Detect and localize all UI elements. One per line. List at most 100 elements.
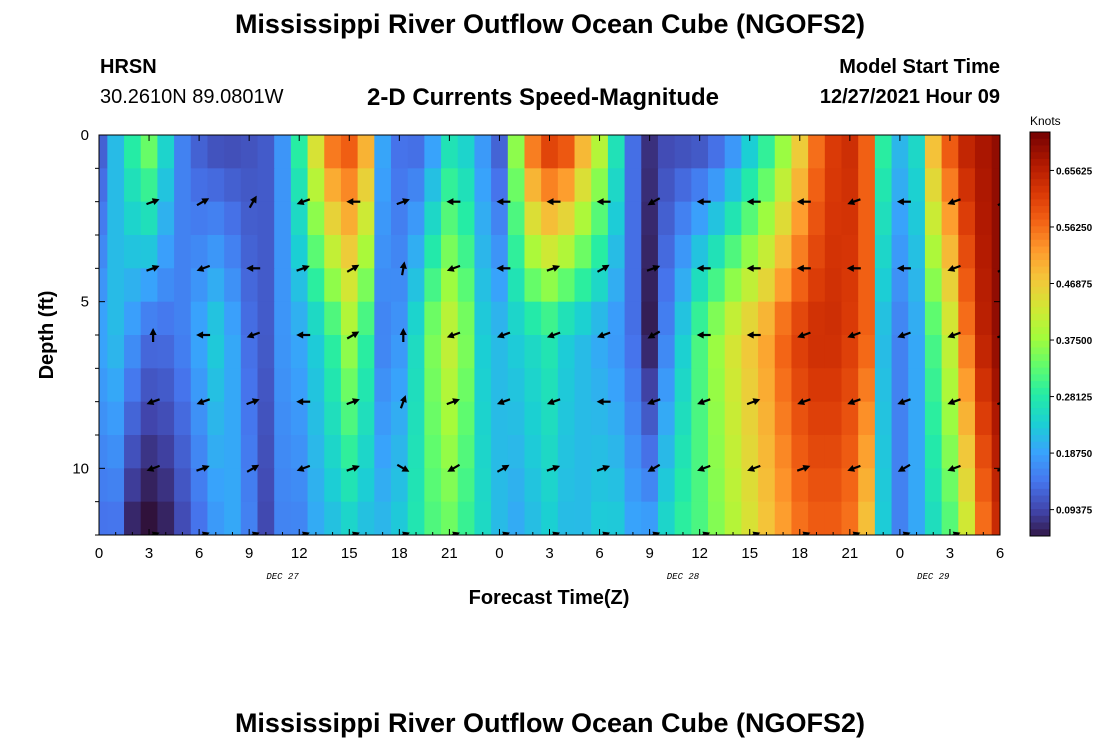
heatmap-cell <box>741 401 759 436</box>
heatmap-cell <box>441 201 459 236</box>
heatmap-cell <box>841 268 859 303</box>
heatmap-cell <box>207 335 225 369</box>
heatmap-cell <box>791 468 809 503</box>
heatmap-cell <box>107 268 125 303</box>
current-arrow <box>596 264 610 273</box>
heatmap-cell <box>441 435 459 469</box>
heatmap-cell <box>758 135 776 169</box>
heatmap-cell <box>774 168 793 203</box>
x-tick-label: 21 <box>841 545 858 562</box>
heatmap-cell <box>174 235 192 269</box>
heatmap-cell <box>774 435 793 469</box>
current-arrow <box>600 531 611 535</box>
heatmap-cell <box>491 468 509 503</box>
heatmap-cell <box>974 401 993 436</box>
heatmap-cell <box>891 501 909 535</box>
heatmap-cell <box>791 501 809 535</box>
heatmap-cell <box>591 468 609 503</box>
heatmap-cell <box>824 501 843 535</box>
colorbar-segment <box>1030 475 1050 483</box>
current-arrow <box>947 198 961 205</box>
heatmap-cell <box>541 501 559 535</box>
heatmap-cell <box>124 235 142 269</box>
heatmap-cell <box>140 335 158 369</box>
heatmap-cell <box>307 368 325 403</box>
heatmap-cell <box>324 201 342 236</box>
heatmap-cell <box>157 468 175 503</box>
heatmap-cell <box>674 335 692 369</box>
heatmap-cell <box>557 435 576 469</box>
current-arrow <box>346 398 360 406</box>
heatmap-cell <box>758 401 776 436</box>
heatmap-cell <box>424 401 442 436</box>
heatmap-cell <box>474 335 492 369</box>
heatmap-cell <box>290 301 309 336</box>
heatmap-cell <box>574 468 592 503</box>
heatmap-cell <box>190 235 209 269</box>
heatmap-cell <box>624 201 642 236</box>
axes: 0 3 6 9 12 15 18 21 0 3 6 9 12 15 18 21 0 3 6 DEC 27 DEC 28 D… <box>72 127 1004 582</box>
current-arrow <box>346 331 360 340</box>
heatmap-cell <box>908 501 926 535</box>
current-arrow <box>750 531 761 535</box>
heatmap-cell <box>507 501 526 535</box>
model-start-value: 12/27/2021 Hour 09 <box>819 86 1000 108</box>
heatmap-cell <box>441 468 459 503</box>
heatmap-cell <box>374 168 392 203</box>
colorbar-tick-label: 0.56250 <box>1056 223 1093 234</box>
heatmap-cell <box>891 401 909 436</box>
heatmap-cell <box>557 235 576 269</box>
colorbar-segment <box>1030 529 1050 537</box>
current-arrow <box>399 395 407 409</box>
heatmap-cell <box>824 468 843 503</box>
heatmap-cell <box>774 201 793 236</box>
date-label: DEC 27 <box>266 572 299 582</box>
heatmap-cell <box>441 301 459 336</box>
colorbar-segment <box>1030 280 1050 288</box>
heatmap-cell <box>290 235 309 269</box>
colorbar-segment <box>1030 132 1050 140</box>
heatmap-cell <box>140 468 158 503</box>
colorbar-segment <box>1030 509 1050 517</box>
date-label: DEC 28 <box>667 572 700 582</box>
heatmap-cell <box>190 301 209 336</box>
heatmap-cell <box>324 468 342 503</box>
heatmap-cell <box>374 501 392 535</box>
heatmap-cell <box>624 335 642 369</box>
colorbar-segment <box>1030 381 1050 389</box>
heatmap-cell <box>574 335 592 369</box>
colorbar-segment <box>1030 394 1050 402</box>
heatmap-cell <box>691 301 709 336</box>
colorbar-segment <box>1030 219 1050 227</box>
heatmap-cell <box>307 468 325 503</box>
heatmap-cell <box>758 335 776 369</box>
heatmap-cell <box>257 235 275 269</box>
heatmap-cell <box>624 368 642 403</box>
heatmap-cell <box>708 201 726 236</box>
heatmap-cell <box>274 235 292 269</box>
heatmap-cell <box>290 401 309 436</box>
heatmap-cell <box>841 368 859 403</box>
heatmap-cell <box>124 301 142 336</box>
heatmap-cell <box>99 168 108 203</box>
heatmap-cell <box>99 368 108 403</box>
heatmap-cell <box>240 368 259 403</box>
heatmap-cell <box>207 401 225 436</box>
heatmap-cell <box>441 368 459 403</box>
heatmap-cell <box>891 168 909 203</box>
heatmap-cell <box>841 335 859 369</box>
heatmap-cell <box>557 335 576 369</box>
heatmap-cell <box>691 235 709 269</box>
heatmap-cell <box>324 335 342 369</box>
current-arrow <box>196 331 211 339</box>
heatmap-cell <box>641 435 659 469</box>
heatmap-cell <box>974 468 993 503</box>
current-arrow <box>746 398 761 406</box>
heatmap-cell <box>908 235 926 269</box>
heatmap-cell <box>958 401 976 436</box>
heatmap-cell <box>974 268 993 303</box>
heatmap-cell <box>607 268 626 303</box>
heatmap-cell <box>841 301 859 336</box>
heatmap-cell <box>607 235 626 269</box>
heatmap-cell <box>324 401 342 436</box>
